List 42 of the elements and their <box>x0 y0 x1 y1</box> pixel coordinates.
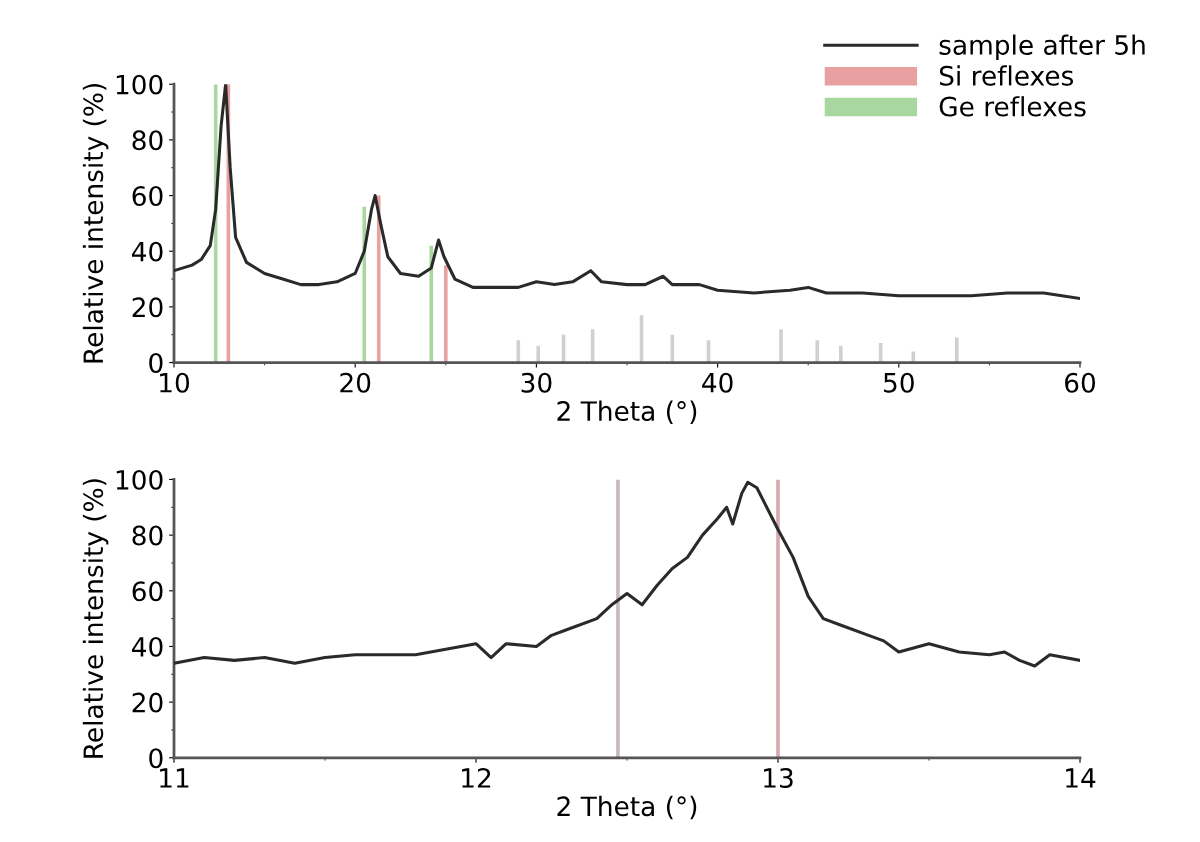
bar <box>516 340 521 363</box>
y-tick-label: 0 <box>149 352 163 373</box>
bar <box>839 345 843 363</box>
bar <box>911 351 916 363</box>
y-tick-label: 100 <box>116 74 163 95</box>
x-tick-label: 40 <box>702 372 733 393</box>
y-axis-title: Relative intensity (%) <box>82 84 109 363</box>
x-tick-label: 50 <box>884 372 914 393</box>
y-tick-label: 40 <box>131 636 163 657</box>
bar <box>443 265 448 363</box>
x-tick-label: 12 <box>462 767 491 788</box>
bar <box>429 245 434 363</box>
y-tick-label: 40 <box>131 241 163 262</box>
bar <box>536 345 541 363</box>
x-tick-label: 14 <box>1066 768 1096 788</box>
y-tick-label: 20 <box>132 297 163 318</box>
y-tick-label: 80 <box>132 130 163 151</box>
x-tick-label: 60 <box>1065 372 1096 393</box>
bar <box>376 195 381 363</box>
line-series <box>174 480 1080 668</box>
y-axis-title: Relative intensity (%) <box>82 479 109 758</box>
x-tick-label: 11 <box>160 768 189 788</box>
x-tick-label: 10 <box>160 372 190 393</box>
bar <box>954 337 959 363</box>
legend-label: Si reflexes <box>939 65 1074 86</box>
x-tick-label: 30 <box>521 372 552 393</box>
legend-label: Ge reflexes <box>939 96 1086 117</box>
y-tick-label: 60 <box>132 581 163 602</box>
y-tick-label: 80 <box>132 525 163 546</box>
y-tick-label: 60 <box>132 185 163 206</box>
bar <box>815 340 820 363</box>
y-tick-label: 0 <box>149 748 163 769</box>
y-tick-label: 100 <box>116 469 163 490</box>
bar <box>362 206 367 363</box>
x-tick-label: 20 <box>340 372 371 393</box>
x-axis-title: 2 Theta (°) <box>557 795 697 820</box>
legend-label: sample after 5h <box>939 34 1145 61</box>
bar <box>670 334 675 363</box>
x-tick-label: 13 <box>764 767 793 788</box>
bar <box>779 329 783 363</box>
x-axis-title: 2 Theta (°) <box>557 400 697 425</box>
y-tick-label: 20 <box>132 692 163 713</box>
